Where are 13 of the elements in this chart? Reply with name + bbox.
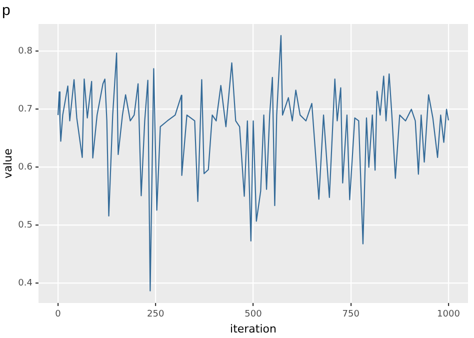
y-tick-label: 0.4 (18, 278, 33, 289)
x-axis-title: iteration (230, 322, 277, 336)
x-tick-label: 1000 (437, 310, 460, 320)
y-tick-label: 0.7 (18, 104, 33, 115)
x-tick-label: 0 (55, 310, 62, 320)
y-axis-title: value (1, 148, 14, 179)
x-tick-label: 500 (244, 310, 262, 320)
y-tick-label: 0.8 (18, 46, 33, 57)
chart-title: p (2, 2, 10, 20)
y-tick-label: 0.5 (18, 220, 33, 231)
x-tick-label: 750 (342, 310, 360, 320)
y-tick-label: 0.6 (18, 162, 33, 173)
x-tick-label: 250 (147, 310, 165, 320)
